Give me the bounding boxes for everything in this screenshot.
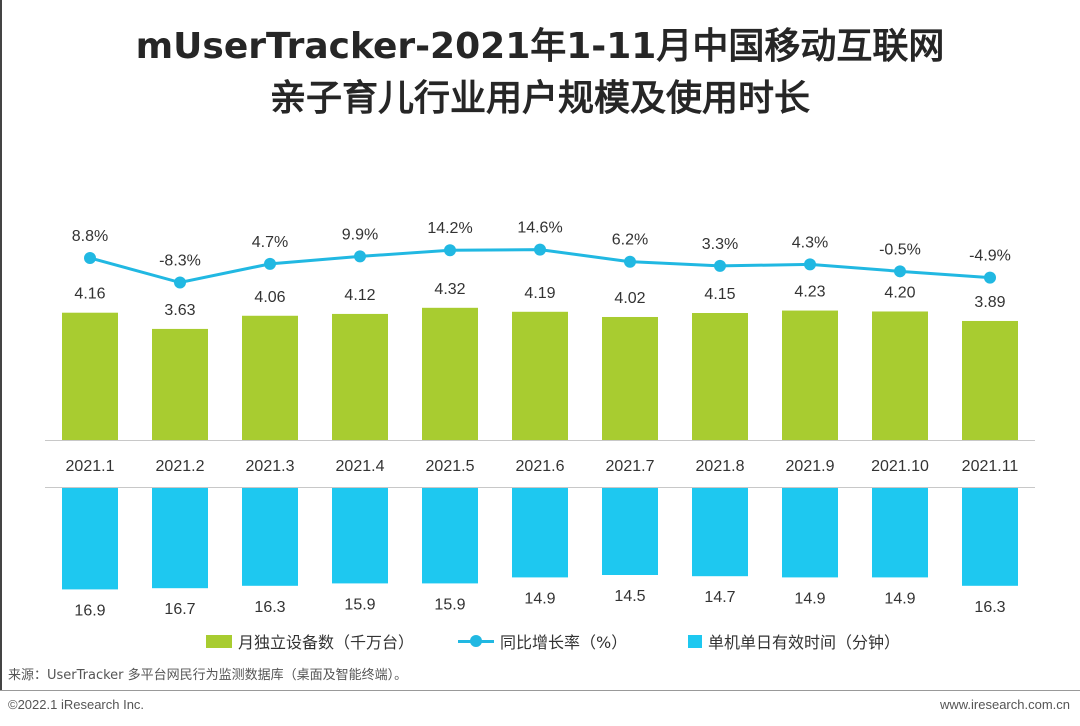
growth-value-label: 14.2% xyxy=(427,220,472,237)
time-bar xyxy=(332,488,388,584)
growth-point xyxy=(894,265,906,278)
time-value-label: 14.7 xyxy=(704,589,735,606)
legend-swatch-time xyxy=(688,634,702,648)
growth-value-label: -0.5% xyxy=(879,241,921,258)
category-label: 2021.4 xyxy=(336,458,385,475)
device-value-label: 4.06 xyxy=(254,289,285,306)
category-label: 2021.10 xyxy=(871,458,929,475)
growth-value-label: 4.7% xyxy=(252,234,288,251)
device-value-label: 4.02 xyxy=(614,290,645,307)
category-label: 2021.9 xyxy=(786,458,835,475)
growth-value-label: 4.3% xyxy=(792,234,828,251)
growth-value-label: 3.3% xyxy=(702,236,738,253)
time-value-label: 15.9 xyxy=(434,596,465,613)
time-value-label: 16.3 xyxy=(254,599,285,616)
device-value-label: 4.20 xyxy=(884,284,915,301)
category-label: 2021.1 xyxy=(66,458,115,475)
growth-point xyxy=(354,250,366,263)
growth-value-label: -8.3% xyxy=(159,253,201,270)
legend-label-growth: 同比增长率（%） xyxy=(500,633,628,652)
growth-point xyxy=(534,243,546,256)
chart-title-line1: mUserTracker-2021年1-11月中国移动互联网 xyxy=(135,26,945,67)
legend-label-time: 单机单日有效时间（分钟） xyxy=(708,633,901,652)
growth-point xyxy=(174,276,186,289)
time-bar xyxy=(512,488,568,578)
growth-point xyxy=(984,271,996,284)
device-bar xyxy=(872,311,928,440)
growth-point xyxy=(84,251,96,264)
time-value-label: 14.9 xyxy=(884,590,915,607)
category-label: 2021.8 xyxy=(696,458,745,475)
growth-point xyxy=(804,258,816,271)
device-bar xyxy=(782,310,838,440)
time-bar xyxy=(692,488,748,577)
growth-value-label: 14.6% xyxy=(517,220,562,237)
legend-swatch-growth xyxy=(458,634,494,648)
device-value-label: 4.32 xyxy=(434,281,465,298)
growth-value-label: -4.9% xyxy=(969,248,1011,265)
time-bar xyxy=(422,488,478,584)
time-bar xyxy=(962,488,1018,586)
time-value-label: 14.9 xyxy=(794,590,825,607)
category-label: 2021.3 xyxy=(246,458,295,475)
time-value-label: 16.9 xyxy=(74,602,105,619)
growth-point xyxy=(444,244,456,257)
time-value-label: 15.9 xyxy=(344,596,375,613)
growth-value-label: 6.2% xyxy=(612,232,648,249)
device-bar xyxy=(512,311,568,440)
footer-divider xyxy=(0,690,1080,691)
device-bar xyxy=(422,307,478,440)
device-value-label: 4.15 xyxy=(704,286,735,303)
legend-item-time: 单机单日有效时间（分钟） xyxy=(688,629,900,653)
left-border xyxy=(0,0,2,690)
growth-point xyxy=(714,259,726,272)
time-bar xyxy=(242,488,298,586)
legend: 月独立设备数（千万台） 同比增长率（%） 单机单日有效时间（分钟） xyxy=(0,629,1080,653)
time-value-label: 16.3 xyxy=(974,599,1005,616)
time-value-label: 16.7 xyxy=(164,601,195,618)
device-bar xyxy=(602,316,658,440)
category-label: 2021.2 xyxy=(156,458,205,475)
category-label: 2021.7 xyxy=(606,458,655,475)
legend-label-devices: 月独立设备数（千万台） xyxy=(238,633,415,652)
device-bar xyxy=(152,328,208,440)
time-bar xyxy=(782,488,838,578)
device-value-label: 4.16 xyxy=(74,286,105,303)
chart-canvas: 4.16 2021.1 16.9 3.63 2021.2 16.7 4.06 2021.3 16… xyxy=(45,220,1035,619)
device-value-label: 4.12 xyxy=(344,287,375,304)
device-bar xyxy=(62,312,118,440)
growth-value-label: 8.8% xyxy=(72,228,108,245)
growth-point xyxy=(624,255,636,268)
category-label: 2021.5 xyxy=(426,458,475,475)
growth-value-label: 9.9% xyxy=(342,226,378,243)
website-link[interactable]: www.iresearch.com.cn xyxy=(939,697,1070,712)
time-bar xyxy=(872,488,928,578)
time-value-label: 14.9 xyxy=(524,590,555,607)
time-bar xyxy=(62,488,118,590)
device-value-label: 3.89 xyxy=(974,294,1005,311)
category-label: 2021.11 xyxy=(962,458,1019,475)
legend-item-devices: 月独立设备数（千万台） xyxy=(206,629,414,653)
copyright: ©2022.1 iResearch Inc. xyxy=(8,697,145,712)
device-bar xyxy=(332,313,388,440)
growth-point xyxy=(264,257,276,270)
device-value-label: 4.19 xyxy=(524,285,555,302)
device-bar xyxy=(692,313,748,440)
device-bar xyxy=(242,315,298,440)
time-bar xyxy=(602,488,658,575)
chart-title-line2: 亲子育儿行业用户规模及使用时长 xyxy=(269,78,810,119)
source-note: 来源：UserTracker 多平台网民行为监测数据库（桌面及智能终端）。 xyxy=(8,668,408,683)
device-value-label: 3.63 xyxy=(164,302,195,319)
legend-swatch-devices xyxy=(206,634,232,648)
legend-item-growth: 同比增长率（%） xyxy=(458,629,627,653)
category-label: 2021.6 xyxy=(516,458,565,475)
device-bar xyxy=(962,320,1018,440)
time-bar xyxy=(152,488,208,589)
device-value-label: 4.23 xyxy=(794,284,825,301)
time-value-label: 14.5 xyxy=(614,588,645,605)
